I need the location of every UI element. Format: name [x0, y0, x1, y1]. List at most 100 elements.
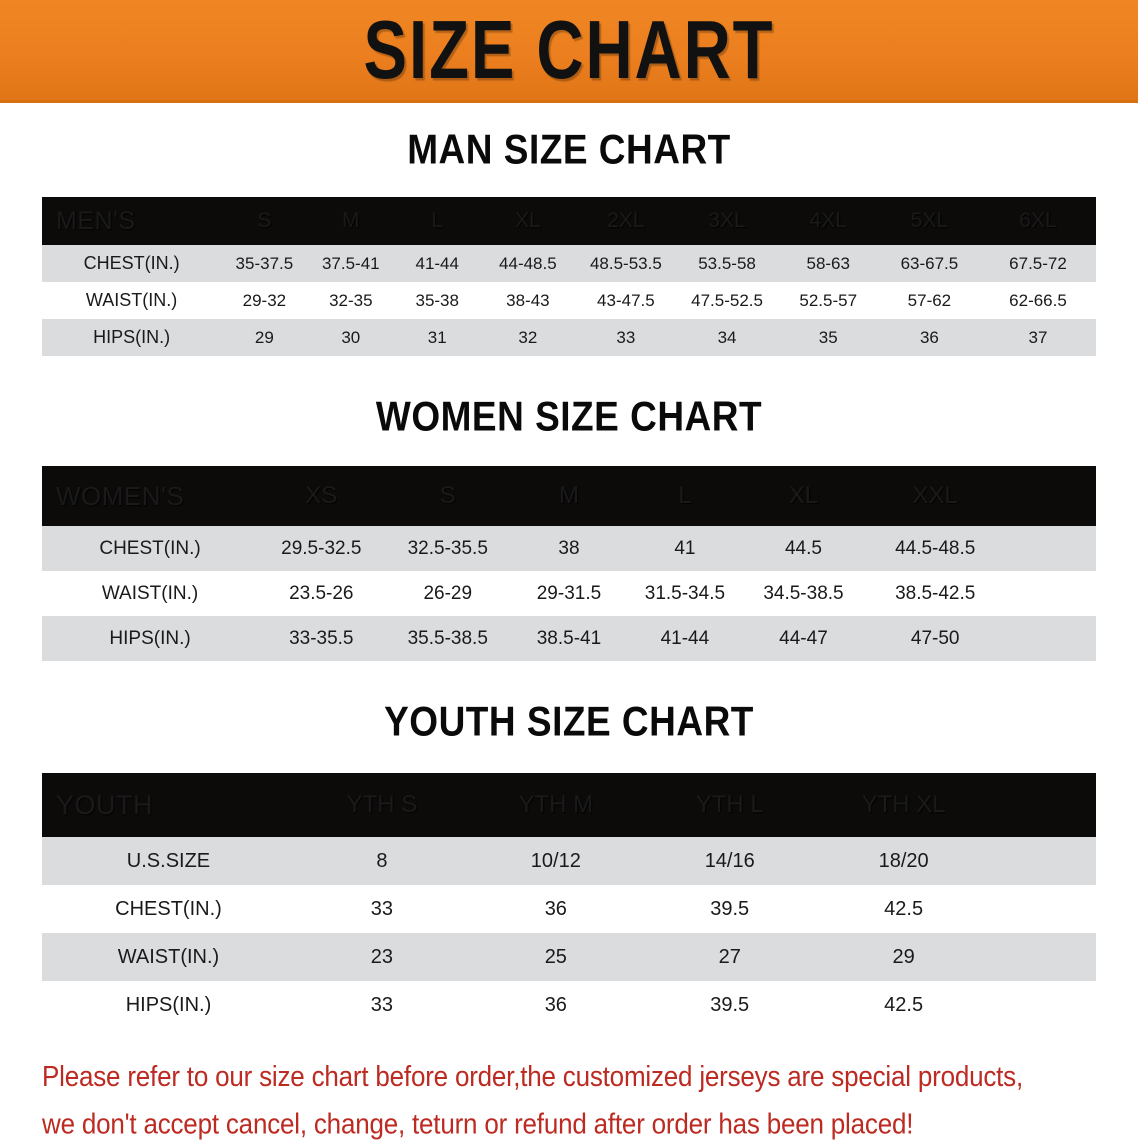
women-section-title: WOMEN SIZE CHART — [375, 393, 763, 440]
table-row: CHEST(IN.) 33 36 39.5 42.5 — [42, 885, 1096, 933]
table-cell: 44.5 — [784, 537, 822, 559]
table-cell: 34.5-38.5 — [763, 582, 844, 604]
women-row-label-waist: WAIST(IN.) — [101, 582, 199, 604]
table-cell: 47.5-52.5 — [691, 290, 763, 310]
youth-table-header-row: YOUTH YTH S YTH M YTH L YTH XL — [42, 773, 1096, 837]
youth-row-label-ussize: U.S.SIZE — [126, 849, 211, 872]
table-cell: 29-31.5 — [536, 582, 602, 604]
table-cell: 18/20 — [878, 849, 929, 872]
table-cell-spacer — [1006, 526, 1096, 571]
women-table-header-row: WOMEN'S XS S M L XL XXL — [42, 466, 1096, 526]
table-cell: 53.5-58 — [698, 253, 756, 273]
women-col-xl: XL — [788, 482, 819, 509]
man-row-label-waist: WAIST(IN.) — [85, 290, 178, 310]
youth-row-label-chest: CHEST(IN.) — [115, 897, 222, 920]
youth-section-title: YOUTH SIZE CHART — [384, 698, 754, 745]
table-cell: 29 — [254, 327, 274, 347]
man-chart-wrap: MEN'S S M L XL 2XL 3XL 4XL 5XL 6XL CHEST… — [42, 197, 1096, 356]
table-cell: 35-38 — [415, 290, 459, 310]
man-col-3xl: 3XL — [708, 209, 746, 232]
table-cell: 36 — [919, 327, 939, 347]
table-row: CHEST(IN.) 29.5-32.5 32.5-35.5 38 41 44.… — [42, 526, 1096, 571]
youth-col-s: YTH S — [346, 791, 418, 818]
page-banner: SIZE CHART — [0, 0, 1138, 103]
table-cell: 26-29 — [423, 582, 473, 604]
table-cell: 63-67.5 — [900, 253, 959, 273]
table-cell: 47-50 — [910, 627, 960, 649]
women-header-label: WOMEN'S — [56, 480, 185, 511]
table-cell-spacer — [991, 837, 1096, 885]
table-cell: 23 — [370, 945, 394, 968]
table-cell: 34 — [717, 327, 737, 347]
women-col-xxl: XXL — [912, 482, 958, 509]
table-cell: 33-35.5 — [289, 627, 354, 649]
table-cell: 31.5-34.5 — [644, 582, 726, 604]
women-col-m: M — [558, 482, 579, 509]
table-cell: 39.5 — [710, 993, 750, 1016]
youth-row-label-hips: HIPS(IN.) — [125, 993, 212, 1016]
table-cell-spacer — [991, 933, 1096, 981]
women-row-label-hips: HIPS(IN.) — [109, 627, 191, 649]
table-cell: 30 — [341, 327, 361, 347]
table-row: HIPS(IN.) 33-35.5 35.5-38.5 38.5-41 41-4… — [42, 616, 1096, 661]
man-col-m: M — [342, 209, 360, 232]
table-cell: 32 — [518, 327, 538, 347]
table-cell: 38 — [558, 537, 580, 559]
table-row: HIPS(IN.) 29 30 31 32 33 34 35 36 37 — [42, 319, 1096, 356]
table-cell: 33 — [370, 993, 394, 1016]
table-cell: 27 — [718, 945, 741, 968]
women-col-l: L — [678, 482, 692, 509]
table-cell: 29-32 — [242, 290, 287, 310]
table-cell: 10/12 — [530, 849, 581, 872]
table-cell: 36 — [544, 993, 567, 1016]
man-col-s: S — [257, 209, 272, 232]
man-col-5xl: 5XL — [910, 209, 949, 232]
table-cell: 41-44 — [660, 627, 710, 649]
man-table-header-row: MEN'S S M L XL 2XL 3XL 4XL 5XL 6XL — [42, 197, 1096, 245]
table-cell: 25 — [544, 945, 567, 968]
table-cell: 57-62 — [907, 290, 952, 310]
table-cell: 23.5-26 — [289, 582, 354, 604]
table-cell: 14/16 — [704, 849, 755, 872]
table-row: WAIST(IN.) 23.5-26 26-29 29-31.5 31.5-34… — [42, 571, 1096, 616]
table-row: WAIST(IN.) 29-32 32-35 35-38 38-43 43-47… — [42, 282, 1096, 319]
table-cell: 31 — [427, 327, 447, 347]
man-col-2xl: 2XL — [607, 209, 645, 232]
table-cell: 39.5 — [710, 897, 750, 920]
youth-header-label: YOUTH — [56, 789, 153, 820]
table-cell-spacer — [1006, 571, 1096, 616]
women-col-spacer — [1006, 466, 1096, 526]
women-row-label-chest: CHEST(IN.) — [99, 537, 201, 559]
table-cell: 44.5-48.5 — [895, 537, 976, 559]
table-row: CHEST(IN.) 35-37.5 37.5-41 41-44 44-48.5… — [42, 245, 1096, 282]
table-cell: 67.5-72 — [1009, 253, 1067, 273]
youth-col-xl: YTH XL — [861, 791, 946, 818]
man-row-label-hips: HIPS(IN.) — [93, 327, 171, 347]
youth-col-spacer — [991, 773, 1096, 837]
table-cell: 44-47 — [779, 627, 828, 649]
table-cell: 35-37.5 — [235, 253, 294, 273]
table-cell: 41 — [674, 537, 696, 559]
table-cell: 32.5-35.5 — [407, 537, 488, 559]
table-cell-spacer — [991, 885, 1096, 933]
disclaimer: Please refer to our size chart before or… — [42, 1053, 1108, 1147]
table-row: HIPS(IN.) 33 36 39.5 42.5 — [42, 981, 1096, 1029]
table-cell: 62-66.5 — [1009, 290, 1067, 310]
women-size-table: WOMEN'S XS S M L XL XXL CHEST(IN.) 29.5-… — [42, 466, 1096, 661]
table-cell-spacer — [991, 981, 1096, 1029]
table-cell: 48.5-53.5 — [589, 253, 662, 273]
man-col-4xl: 4XL — [809, 209, 847, 232]
table-cell: 8 — [376, 849, 388, 872]
table-cell: 42.5 — [884, 897, 924, 920]
man-size-table: MEN'S S M L XL 2XL 3XL 4XL 5XL 6XL CHEST… — [42, 197, 1096, 356]
youth-col-m: YTH M — [518, 791, 594, 818]
youth-chart-wrap: YOUTH YTH S YTH M YTH L YTH XL U.S.SIZE … — [42, 773, 1096, 1029]
youth-size-table: YOUTH YTH S YTH M YTH L YTH XL U.S.SIZE … — [42, 773, 1096, 1029]
man-section-title: MAN SIZE CHART — [407, 126, 731, 173]
table-cell: 36 — [544, 897, 567, 920]
youth-row-label-waist: WAIST(IN.) — [117, 945, 220, 968]
table-cell: 29.5-32.5 — [281, 537, 362, 559]
table-cell: 35.5-38.5 — [407, 627, 488, 649]
table-cell: 42.5 — [884, 993, 924, 1016]
table-cell: 29 — [892, 945, 915, 968]
